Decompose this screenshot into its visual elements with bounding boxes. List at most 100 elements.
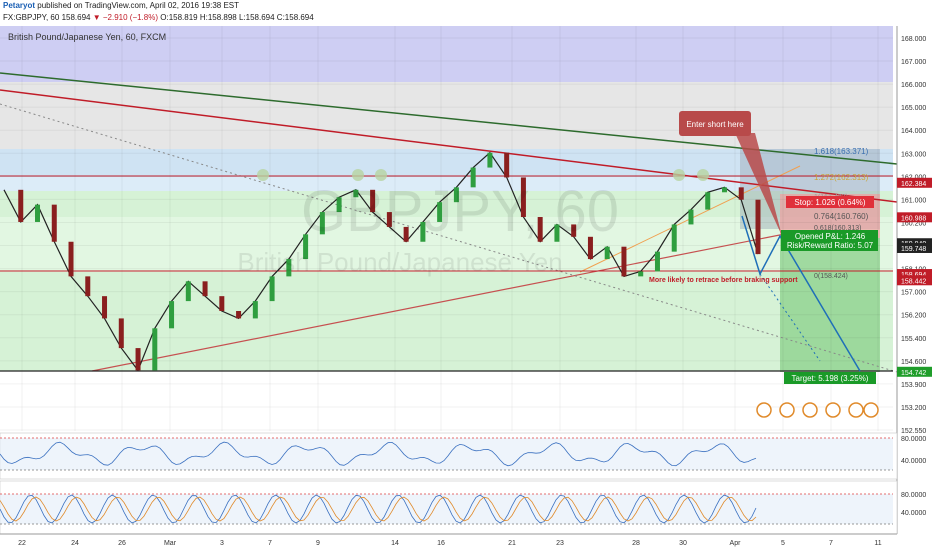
price-candle	[303, 234, 309, 260]
price-candle	[102, 296, 108, 319]
time-tick-label: 7	[829, 540, 833, 547]
chart-title: British Pound/Japanese Yen, 60, FXCM	[8, 32, 166, 42]
price-tag-label: 158.442	[901, 278, 926, 285]
price-candle	[487, 152, 493, 168]
price-axis[interactable]	[897, 26, 932, 550]
time-tick-label: 5	[781, 540, 785, 547]
price-tick-label: 161.000	[901, 197, 926, 204]
time-tick-label: 30	[679, 540, 687, 547]
target-zone	[780, 238, 880, 372]
price-tick-label: 166.000	[901, 82, 926, 89]
price-tick-label: 152.550	[901, 428, 926, 435]
price-tick-label: 165.000	[901, 105, 926, 112]
price-change: ▼ −2.910 (−1.8%)	[92, 13, 159, 22]
price-candle	[755, 199, 761, 255]
price-candle	[169, 301, 175, 329]
price-candle	[638, 271, 644, 277]
price-candle	[236, 310, 242, 319]
price-candle	[721, 187, 727, 193]
watermark-text: GBPJPY, 60	[301, 179, 619, 244]
price-tick-label: 156.200	[901, 313, 926, 320]
flag-event-icon	[802, 402, 818, 418]
price-tag	[897, 177, 932, 188]
time-tick-label: 21	[508, 540, 516, 547]
price-tick-label: 154.600	[901, 359, 926, 366]
enter-short-callout: Enter short here	[679, 111, 782, 236]
price-line	[3, 151, 759, 372]
time-tick-label: Apr	[730, 540, 742, 547]
publish-info: published on TradingView.com, April 02, …	[37, 1, 240, 10]
price-candle	[437, 202, 443, 222]
price-candle	[336, 197, 342, 213]
support-line	[91, 230, 801, 372]
price-candle	[353, 189, 359, 198]
price-tag-label: 162.384	[901, 181, 926, 188]
price-candle	[537, 217, 543, 242]
price-tag	[897, 269, 932, 280]
pnl-text: Opened P&L: 1.246	[795, 232, 866, 241]
price-candle	[152, 328, 158, 371]
price-tag-label: 159.748	[901, 246, 926, 253]
flag-event-icon	[825, 402, 841, 418]
last-price: 158.694	[61, 13, 91, 22]
price-tick-label: 163.000	[901, 151, 926, 158]
projection-path	[741, 215, 861, 372]
price-tick-label: 155.400	[901, 336, 926, 343]
zone-green-inner	[0, 217, 893, 272]
dotted-channel	[0, 103, 897, 373]
stoch-tick: 40.0000	[901, 510, 926, 517]
rsi-band	[0, 438, 893, 470]
price-tick-label: 157.000	[901, 290, 926, 297]
rsi-line	[0, 441, 757, 467]
flag-event-icon	[863, 402, 879, 418]
publish-line: Petaryot published on TradingView.com, A…	[3, 1, 239, 10]
price-candle	[252, 301, 258, 319]
rsi-tick: 40.0000	[901, 458, 926, 465]
price-tick-label: 160.200	[901, 220, 926, 227]
target-text: Target: 5.198 (3.25%)	[792, 374, 869, 383]
trendline-red	[0, 89, 897, 203]
position-labels: Stop: 1.026 (0.64%) Opened P&L: 1.246 Ri…	[781, 196, 878, 384]
stoch-k-line	[0, 494, 757, 524]
zone-top-purple	[0, 26, 893, 82]
high-marker	[257, 169, 269, 181]
chart-canvas[interactable]: GBPJPY, 60 British Pound/Japanese Yen Br…	[0, 26, 932, 550]
price-candle	[135, 348, 141, 371]
stoch-band	[0, 494, 893, 524]
price-tick-label: 167.000	[901, 59, 926, 66]
high-markers	[257, 169, 709, 181]
price-tag-label: 154.742	[901, 370, 926, 377]
zone-blue	[0, 149, 893, 177]
callout-pointer	[735, 133, 782, 236]
price-candle	[403, 226, 409, 242]
ohlc-values: O:158.819 H:158.898 L:158.694 C:158.694	[160, 13, 314, 22]
price-candle	[504, 152, 510, 178]
time-tick-label: 24	[71, 540, 79, 547]
author-link[interactable]: Petaryot	[3, 1, 36, 10]
watermark: GBPJPY, 60 British Pound/Japanese Yen	[237, 179, 619, 277]
price-tick-label: 153.900	[901, 382, 926, 389]
fib-label: 1.618(163.371)	[814, 147, 869, 156]
high-marker	[375, 169, 387, 181]
symbol: FX:GBPJPY, 60	[3, 13, 60, 22]
high-marker	[697, 169, 709, 181]
pnl-badge	[781, 230, 878, 251]
time-tick-label: 14	[391, 540, 399, 547]
time-tick-label: 9	[316, 540, 320, 547]
price-candle	[420, 221, 426, 242]
price-candle	[554, 224, 560, 242]
price-candle	[470, 167, 476, 188]
price-candle	[202, 281, 208, 297]
price-tick-label: 164.000	[901, 128, 926, 135]
price-tag	[897, 366, 932, 377]
time-axis-ticks: 22 24 26 Mar 3 7 9 14 16 21 23 28 30 Apr 5 7 11	[18, 540, 882, 547]
price-candle	[85, 276, 91, 297]
time-tick-label: 26	[118, 540, 126, 547]
price-candle	[587, 236, 593, 260]
callout-box	[679, 111, 751, 136]
fib-label: 1.272(162.313)	[814, 173, 869, 182]
time-axis[interactable]	[0, 534, 897, 550]
time-tick-label: 3	[220, 540, 224, 547]
price-tag-label: 160.988	[901, 215, 926, 222]
time-tick-label: Mar	[164, 540, 177, 547]
